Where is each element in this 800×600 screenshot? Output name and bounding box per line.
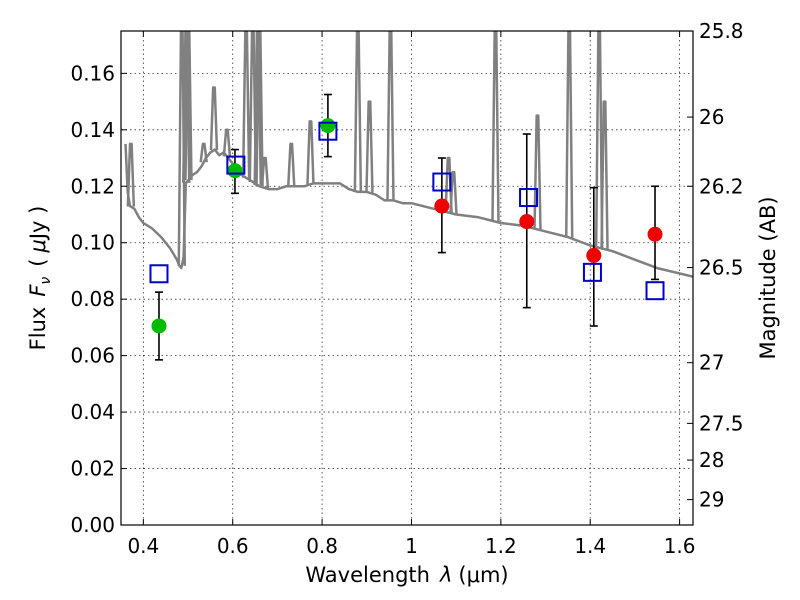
y-tick-label: 0.00 (70, 513, 115, 537)
y2-axis-ticks: 25.8 26 26.2 26.5 27 27.5 28 29 (687, 19, 744, 512)
x-tick-label: 1 (405, 534, 418, 558)
green_observed-point (151, 318, 167, 334)
emission-line-spike (253, 31, 262, 186)
model-square-point (432, 172, 452, 192)
model-square-point (226, 155, 246, 175)
y-axis-ticks: 0.00 0.02 0.04 0.06 0.08 0.10 0.12 0.14 0.16 (70, 61, 127, 537)
y2-tick-label: 25.8 (699, 19, 744, 43)
y-tick-label: 0.16 (70, 61, 115, 85)
x-axis-label: Wavelength λ (μm) (305, 563, 508, 587)
emission-line-spike (533, 114, 542, 230)
model-square-point (645, 281, 665, 301)
model-square-point (149, 264, 169, 284)
y-tick-label: 0.06 (70, 344, 115, 368)
red_observed-point (434, 198, 450, 214)
y-tick-label: 0.02 (70, 457, 115, 481)
x-tick-label: 0.6 (217, 534, 249, 558)
y2-tick-label: 26.2 (699, 174, 744, 198)
model-square-point (519, 188, 539, 208)
x-tick-label: 1.2 (485, 534, 517, 558)
y2-tick-label: 26.5 (699, 256, 744, 280)
x-axis-ticks: 0.4 0.6 0.8 1 1.2 1.4 1.6 (127, 31, 696, 558)
x-tick-label: 1.6 (664, 534, 696, 558)
emission-line-spike (600, 100, 609, 250)
emission-line-spike (353, 31, 363, 192)
y2-tick-label: 29 (699, 488, 724, 512)
y-axis-label: FluxFν(μJy ) (26, 206, 54, 351)
y-tick-label: 0.10 (70, 231, 115, 255)
green_observed-point (320, 118, 336, 134)
emission-line-spike (241, 31, 251, 178)
y-tick-label: 0.12 (70, 174, 115, 198)
emission-line-spike (184, 31, 193, 181)
emission-line-spike (386, 31, 395, 201)
green_observed-point (227, 163, 243, 179)
red_observed-point (647, 226, 663, 242)
emission-line-spike (564, 31, 574, 238)
emission-line-spike (491, 31, 500, 222)
emission-line-spike (209, 86, 219, 151)
emission-line-spike (181, 31, 191, 183)
emission-line-spike (306, 120, 315, 185)
emission-line-spike (287, 142, 296, 187)
x-tick-label: 0.4 (127, 534, 159, 558)
red_observed-point (519, 214, 535, 230)
emission-line-spike (365, 100, 374, 193)
emission-line-spike (255, 31, 264, 187)
model-square-point (582, 262, 602, 282)
emission-line-spike (594, 31, 604, 248)
y2-tick-label: 28 (699, 448, 724, 472)
y-tick-label: 0.08 (70, 287, 115, 311)
x-tick-label: 1.4 (574, 534, 606, 558)
emission-line-spike (222, 128, 232, 157)
emission-line-spike (449, 170, 458, 214)
y2-tick-label: 27.5 (699, 411, 744, 435)
red_observed-point (586, 247, 602, 263)
model-square-point (318, 121, 338, 141)
y2-tick-label: 27 (699, 351, 724, 375)
plot-area (124, 31, 693, 361)
y-tick-label: 0.14 (70, 118, 115, 142)
emission-line-spike (260, 156, 270, 189)
y2-axis-label: Magnitude (AB) (756, 196, 780, 359)
plot-frame (120, 30, 694, 526)
emission-line-spike (199, 142, 208, 163)
grid-lines (121, 31, 693, 526)
x-tick-label: 0.8 (306, 534, 338, 558)
y2-tick-label: 26 (699, 105, 724, 129)
y-tick-label: 0.04 (70, 400, 115, 424)
emission-line-spike (126, 142, 136, 207)
